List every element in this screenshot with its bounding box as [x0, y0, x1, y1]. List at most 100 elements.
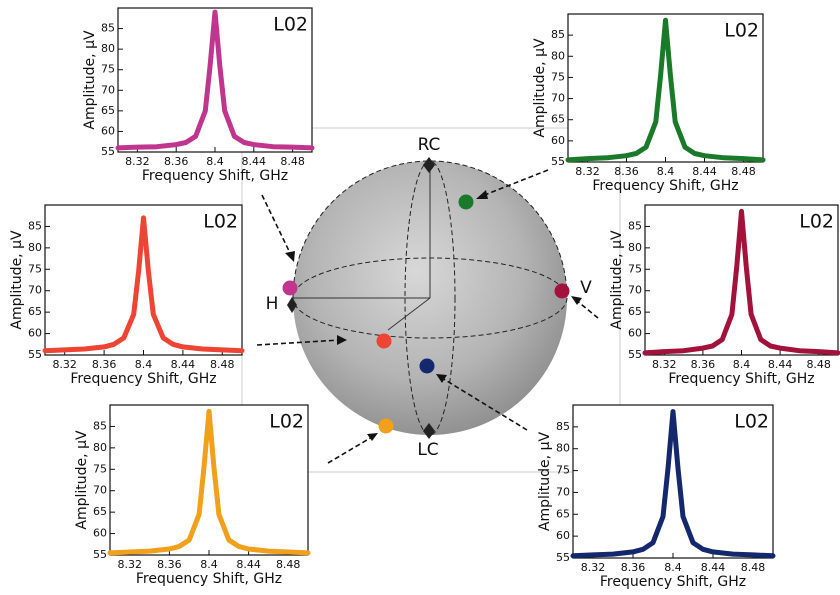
x-tick-label: 8.36 [92, 358, 117, 371]
state-point [376, 333, 392, 349]
y-tick-label: 70 [556, 485, 570, 498]
y-tick-label: 75 [556, 464, 570, 477]
sphere-label: RC [418, 135, 441, 155]
arrowhead [571, 296, 582, 305]
arc [292, 160, 568, 299]
state-point [282, 280, 298, 296]
x-tick-label: 8.4 [206, 155, 224, 168]
y-axis-label: Amplitude, μV [74, 430, 90, 530]
y-tick-label: 65 [28, 305, 42, 318]
y-tick-label: 55 [93, 548, 107, 561]
x-axis-label: Frequency Shift, GHz [70, 371, 216, 387]
y-tick-label: 80 [556, 442, 570, 455]
y-tick-label: 80 [28, 241, 42, 254]
y-tick-label: 80 [101, 42, 115, 55]
x-tick-label: 8.48 [280, 155, 305, 168]
x-tick-label: 8.32 [575, 165, 600, 178]
state-point [554, 283, 570, 299]
y-tick-label: 70 [28, 284, 42, 297]
spectrum-chart: 55 60 65 70 75 80 85 8.32 8.36 8.4 8.44 8.48 L02 Freq… [74, 404, 311, 587]
pole-marker [287, 297, 297, 313]
x-axis-label: Frequency Shift, GHz [136, 571, 282, 587]
y-tick-label: 80 [628, 241, 642, 254]
series-line [115, 9, 315, 151]
y-tick-label: 70 [628, 284, 642, 297]
y-tick-label: 65 [628, 305, 642, 318]
x-tick-label: 8.32 [52, 358, 77, 371]
y-tick-label: 75 [93, 462, 107, 475]
x-tick-label: 8.44 [171, 358, 196, 371]
y-tick-label: 60 [628, 327, 642, 340]
y-tick-label: 65 [556, 507, 570, 520]
y-tick-label: 75 [28, 262, 42, 275]
x-tick-label: 8.48 [731, 165, 756, 178]
arrowhead [367, 433, 378, 441]
y-tick-label: 70 [551, 92, 565, 105]
series-line [642, 208, 840, 356]
spectrum-chart: 55 60 65 70 75 80 85 8.32 8.36 8.4 8.44 8.48 L02 Freq… [9, 204, 245, 387]
y-tick-label: 60 [101, 124, 115, 137]
x-tick-label: 8.36 [621, 561, 646, 574]
arrow [256, 339, 341, 346]
x-axis-label: Frequency Shift, GHz [600, 574, 746, 590]
chart-title: L02 [734, 411, 769, 433]
y-tick-label: 85 [556, 420, 570, 433]
y-tick-label: 60 [551, 134, 565, 147]
x-tick-label: 8.4 [200, 558, 218, 571]
y-tick-label: 70 [101, 83, 115, 96]
spectrum-chart: 55 60 65 70 75 80 85 8.32 8.36 8.4 8.44 8.48 L02 Freq… [82, 7, 315, 184]
arrowhead [436, 374, 447, 383]
sphere-label: H [266, 294, 279, 314]
x-tick-label: 8.44 [768, 358, 793, 371]
y-tick-label: 80 [551, 49, 565, 62]
y-tick-label: 80 [93, 441, 107, 454]
pole-marker [423, 423, 435, 439]
chart-title: L02 [203, 211, 238, 233]
y-tick-label: 55 [28, 348, 42, 361]
x-tick-label: 8.48 [276, 558, 301, 571]
chart-title: L02 [724, 20, 759, 42]
x-tick-label: 8.4 [135, 358, 153, 371]
y-axis-label: Amplitude, μV [9, 230, 25, 330]
y-axis-label: Amplitude, μV [537, 432, 553, 532]
arrowhead [337, 335, 347, 345]
x-tick-label: 8.36 [691, 358, 716, 371]
y-tick-label: 85 [551, 28, 565, 41]
chart-title: L02 [273, 14, 308, 36]
x-axis-label: Frequency Shift, GHz [142, 168, 288, 184]
spectrum-chart: 55 60 65 70 75 80 85 8.32 8.36 8.4 8.44 8.48 L02 Freq… [532, 13, 766, 194]
y-tick-label: 85 [101, 22, 115, 35]
x-tick-label: 8.44 [701, 561, 726, 574]
y-tick-label: 75 [551, 70, 565, 83]
x-tick-label: 8.32 [125, 155, 150, 168]
series-line [570, 409, 776, 559]
chart-title: L02 [799, 211, 834, 233]
arrow [327, 436, 373, 464]
x-tick-label: 8.44 [236, 558, 261, 571]
y-tick-label: 55 [556, 551, 570, 564]
arrows [256, 169, 599, 464]
arrow [441, 377, 528, 431]
x-tick-label: 8.32 [652, 358, 677, 371]
poincare-sphere: RC LC H V [266, 135, 593, 460]
arrowhead [285, 251, 295, 262]
y-tick-label: 65 [93, 505, 107, 518]
state-point [378, 418, 394, 434]
spectrum-chart: 55 60 65 70 75 80 85 8.32 8.36 8.4 8.44 8.48 L02 Freq… [537, 404, 776, 590]
x-tick-label: 8.44 [242, 155, 267, 168]
y-axis-label: Amplitude, μV [532, 38, 548, 138]
y-tick-label: 85 [93, 419, 107, 432]
arrow [481, 169, 549, 197]
y-tick-label: 55 [628, 348, 642, 361]
arrow [261, 194, 292, 256]
y-tick-label: 85 [28, 219, 42, 232]
y-tick-label: 65 [101, 104, 115, 117]
series-line [107, 408, 311, 556]
x-tick-label: 8.48 [741, 561, 766, 574]
x-axis-label: Frequency Shift, GHz [668, 371, 814, 387]
arrowhead [476, 190, 488, 199]
axis [387, 297, 431, 331]
y-tick-label: 60 [93, 527, 107, 540]
y-tick-label: 75 [628, 262, 642, 275]
